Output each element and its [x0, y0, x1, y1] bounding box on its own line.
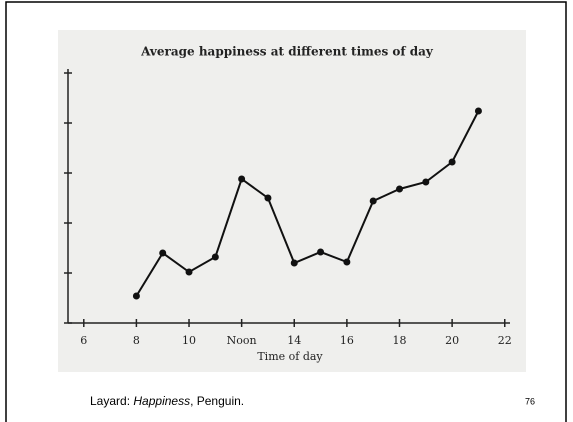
point	[317, 248, 325, 256]
x-tick-label: 10	[182, 334, 196, 347]
point	[290, 259, 298, 267]
point	[132, 292, 140, 300]
x-tick-label: 6	[80, 334, 87, 347]
slide-number: 76	[525, 396, 535, 406]
point	[264, 194, 272, 202]
x-tick-label: 18	[393, 334, 407, 347]
point	[474, 107, 482, 115]
x-axis-label: Time of day	[257, 350, 323, 363]
point	[343, 258, 351, 266]
point	[369, 197, 377, 205]
caption-publisher: Penguin.	[197, 394, 244, 408]
point	[448, 158, 456, 166]
line	[135, 110, 480, 297]
point	[238, 175, 246, 183]
point	[422, 178, 430, 186]
caption-author: Layard:	[90, 394, 130, 408]
x-tick-label: 16	[340, 334, 354, 347]
caption: Layard: Happiness, Penguin.	[90, 394, 244, 408]
point	[159, 249, 167, 257]
point	[185, 268, 193, 276]
point	[396, 185, 403, 193]
x-tick-label: Noon	[227, 334, 257, 347]
chart-title: Average happiness at different times of …	[140, 45, 434, 59]
x-tick-label: 14	[287, 334, 301, 347]
chart-image-background	[58, 30, 526, 372]
x-tick-label: 22	[498, 334, 512, 347]
point	[211, 253, 219, 261]
x-tick-label: 8	[133, 334, 140, 347]
x-tick-label: 20	[445, 334, 459, 347]
caption-book: Happiness	[133, 394, 190, 408]
